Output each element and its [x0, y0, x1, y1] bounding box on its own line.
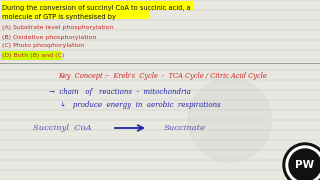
Text: (A) Substrate level phosphorylation: (A) Substrate level phosphorylation [2, 26, 114, 30]
Text: PW: PW [295, 160, 315, 170]
Text: ↳   produce  energy  in  aerobic  respirations: ↳ produce energy in aerobic respirations [49, 101, 221, 109]
Text: molecule of GTP is synthesised by: molecule of GTP is synthesised by [2, 14, 116, 20]
Circle shape [289, 149, 320, 180]
Bar [1, 51, 61, 60]
Text: Succinate: Succinate [164, 124, 206, 132]
Circle shape [188, 78, 272, 162]
Text: (D) Both (B) and (C): (D) Both (B) and (C) [2, 53, 64, 57]
Text: →  chain   of   reactions  -  mitochondria: → chain of reactions - mitochondria [49, 88, 191, 96]
Text: Succinyl  CoA: Succinyl CoA [33, 124, 91, 132]
Circle shape [283, 143, 320, 180]
Text: During the conversion of succinyl CoA to succinic acid, a: During the conversion of succinyl CoA to… [2, 5, 191, 11]
Text: (C) Photo phosphorylation: (C) Photo phosphorylation [2, 44, 84, 48]
Text: Key  Concept :-  Kreb's  Cycle  -  TCA Cycle / Citric Acid Cycle: Key Concept :- Kreb's Cycle - TCA Cycle … [58, 72, 266, 80]
Circle shape [286, 146, 320, 180]
Bar [1, 10, 149, 19]
Text: (B) Oxidative phosphorylation: (B) Oxidative phosphorylation [2, 35, 96, 39]
Bar [1, 1, 193, 10]
